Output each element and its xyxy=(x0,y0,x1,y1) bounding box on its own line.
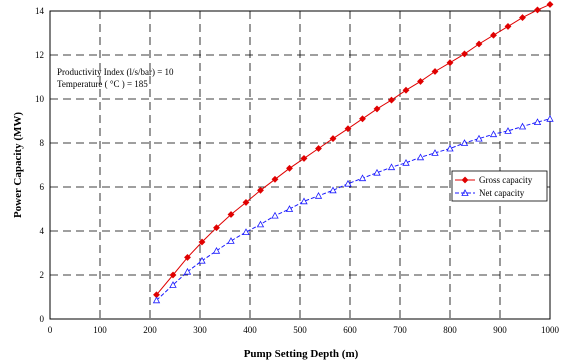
data-point-net-capacity xyxy=(212,246,221,254)
data-point-gross-capacity xyxy=(329,135,337,143)
x-tick-label: 1000 xyxy=(541,325,560,335)
data-point-gross-capacity xyxy=(271,175,279,183)
x-tick-label: 300 xyxy=(193,325,207,335)
data-point-gross-capacity xyxy=(519,14,526,22)
legend-gross-label: Gross capacity xyxy=(479,175,533,185)
data-point-net-capacity xyxy=(373,168,381,176)
x-tick-label: 200 xyxy=(143,325,157,335)
y-tick-label: 14 xyxy=(35,6,45,16)
data-point-gross-capacity xyxy=(315,145,322,152)
legend: Gross capacity Net capacity xyxy=(451,170,548,202)
data-point-net-capacity xyxy=(446,144,454,152)
data-point-gross-capacity xyxy=(373,105,381,113)
data-point-net-capacity xyxy=(169,281,177,288)
data-point-net-capacity xyxy=(198,256,206,264)
data-point-gross-capacity xyxy=(344,125,352,133)
data-point-gross-capacity xyxy=(446,59,454,67)
y-axis-ticks: 0 2 4 6 8 10 12 14 xyxy=(35,6,45,324)
data-point-gross-capacity xyxy=(213,224,220,232)
annotation-productivity-index: Productivity Index (l/s/bar) = 10 xyxy=(57,67,174,77)
data-point-gross-capacity xyxy=(300,154,308,162)
data-point-net-capacity xyxy=(416,153,425,161)
data-point-net-capacity xyxy=(533,118,542,125)
y-tick-label: 4 xyxy=(40,226,45,236)
data-point-gross-capacity xyxy=(402,86,410,94)
data-point-gross-capacity xyxy=(388,96,395,104)
data-point-net-capacity xyxy=(285,205,294,212)
y-tick-label: 10 xyxy=(35,94,45,104)
x-tick-label: 400 xyxy=(243,325,257,335)
data-point-gross-capacity xyxy=(417,77,424,85)
data-point-net-capacity xyxy=(460,139,469,146)
series-layer xyxy=(152,0,554,304)
data-point-gross-capacity xyxy=(242,198,250,206)
data-point-gross-capacity xyxy=(359,115,366,123)
y-tick-label: 6 xyxy=(40,182,45,192)
data-point-gross-capacity xyxy=(475,40,483,48)
x-tick-label: 0 xyxy=(48,325,53,335)
x-tick-label: 600 xyxy=(343,325,357,335)
data-point-net-capacity xyxy=(489,130,498,138)
y-tick-label: 2 xyxy=(40,270,45,280)
data-point-gross-capacity xyxy=(490,31,497,39)
data-point-net-capacity xyxy=(504,127,512,134)
x-tick-label: 500 xyxy=(293,325,307,335)
data-point-net-capacity xyxy=(546,114,554,122)
x-axis-title: Pump Setting Depth (m) xyxy=(244,348,359,360)
data-point-net-capacity xyxy=(358,174,367,182)
data-point-gross-capacity xyxy=(198,238,206,246)
data-point-gross-capacity xyxy=(286,164,293,172)
data-point-gross-capacity xyxy=(227,211,235,218)
y-tick-label: 12 xyxy=(35,50,44,60)
data-point-gross-capacity xyxy=(504,22,512,30)
data-point-gross-capacity xyxy=(546,0,554,8)
data-point-net-capacity xyxy=(152,296,161,304)
data-point-net-capacity xyxy=(431,149,439,156)
legend-gross-marker xyxy=(461,176,469,184)
y-tick-label: 8 xyxy=(40,138,45,148)
data-point-net-capacity xyxy=(344,179,352,187)
data-point-net-capacity xyxy=(271,211,279,219)
data-point-gross-capacity xyxy=(169,271,177,279)
data-point-gross-capacity xyxy=(461,50,468,58)
data-point-net-capacity xyxy=(314,191,323,199)
data-point-gross-capacity xyxy=(431,68,439,75)
series-line-gross-capacity xyxy=(156,3,551,296)
data-point-gross-capacity xyxy=(257,186,264,194)
legend-net-marker xyxy=(461,189,469,196)
data-point-net-capacity xyxy=(242,228,250,236)
x-tick-label: 700 xyxy=(393,325,407,335)
x-tick-label: 100 xyxy=(93,325,107,335)
data-point-net-capacity xyxy=(183,267,192,275)
y-tick-label: 0 xyxy=(40,314,45,324)
data-point-net-capacity xyxy=(227,237,235,244)
x-tick-label: 900 xyxy=(493,325,507,335)
legend-box xyxy=(451,170,548,202)
data-point-gross-capacity xyxy=(534,6,541,14)
y-axis-title: Power Capacity (MW) xyxy=(12,112,24,218)
data-point-net-capacity xyxy=(475,134,483,142)
legend-net-label: Net capacity xyxy=(479,188,525,198)
series-line-net-capacity xyxy=(156,118,551,301)
data-point-net-capacity xyxy=(387,163,396,171)
data-point-gross-capacity xyxy=(184,253,191,261)
x-tick-label: 800 xyxy=(443,325,457,335)
annotation-temperature: Temperature ( °C ) = 185 xyxy=(57,79,148,89)
data-point-net-capacity xyxy=(329,186,337,194)
plot-frame xyxy=(49,10,551,320)
data-point-net-capacity xyxy=(300,197,308,205)
data-point-net-capacity xyxy=(518,122,527,130)
data-point-net-capacity xyxy=(256,220,265,228)
data-point-net-capacity xyxy=(402,158,410,166)
x-axis-ticks: 0 100 200 300 400 500 600 700 800 900 1000 xyxy=(48,325,560,335)
